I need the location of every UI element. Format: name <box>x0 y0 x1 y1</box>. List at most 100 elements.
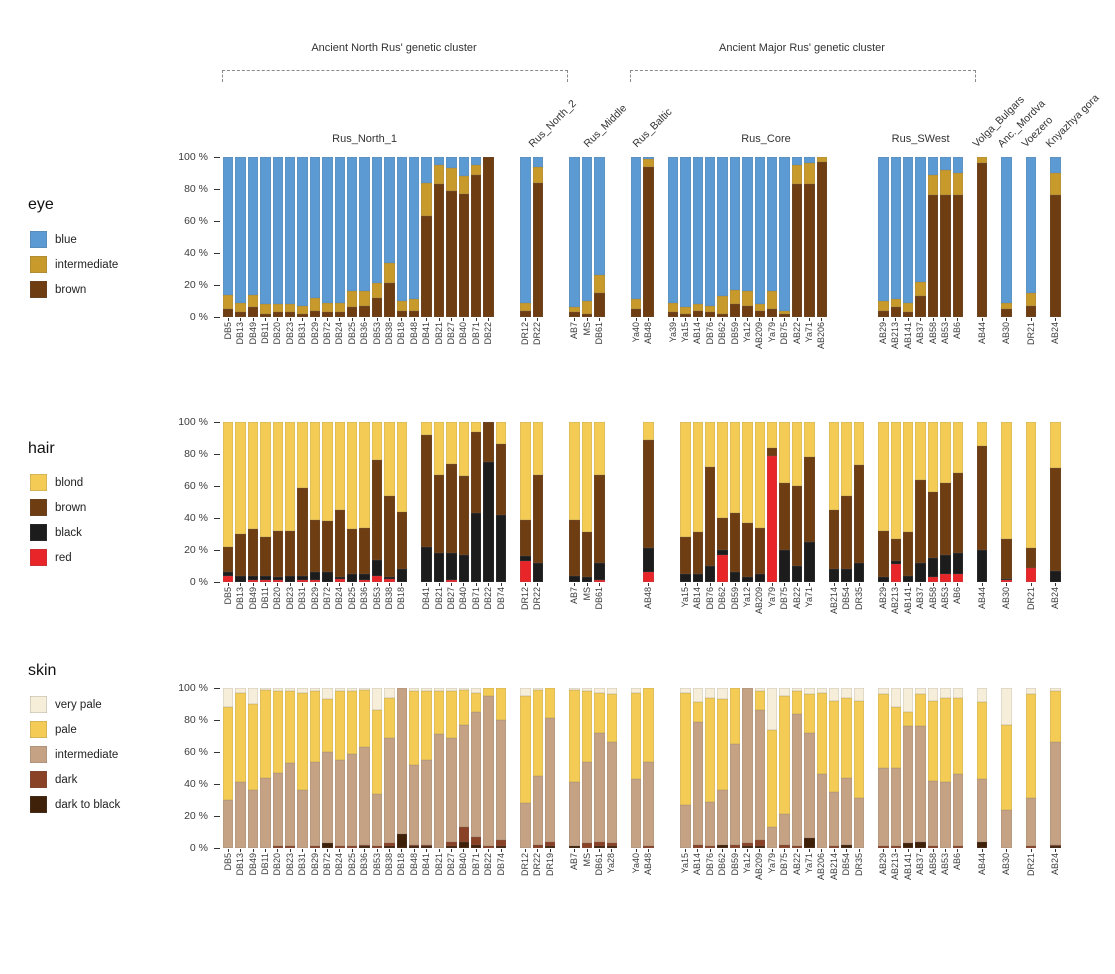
segment-very-pale <box>346 688 358 692</box>
segment-very-pale <box>408 688 420 692</box>
segment-pale <box>483 688 494 696</box>
x-tick-mark <box>821 318 823 321</box>
segment-black <box>235 575 246 582</box>
x-label-AB206: AB206 <box>816 853 827 881</box>
group-header-Rus_Middle: Rus_Middle <box>581 102 630 150</box>
x-tick-mark <box>771 318 773 321</box>
x-tick-mark <box>932 849 934 852</box>
segment-pale <box>804 694 815 733</box>
segment-intermediate <box>680 804 691 848</box>
segment-brown <box>470 431 482 514</box>
segment-intermediate <box>346 291 358 308</box>
x-tick-mark <box>227 849 229 852</box>
segment-very-pale <box>766 688 778 730</box>
segment-very-pale <box>458 688 470 690</box>
segment-pale <box>495 688 507 720</box>
x-label-AB14: AB14 <box>692 322 703 345</box>
x-label-DB41: DB41 <box>421 587 432 610</box>
x-label-DB24: DB24 <box>334 853 345 876</box>
legend-swatch-brown <box>30 499 47 516</box>
x-label-DB61: DB61 <box>593 587 604 610</box>
x-tick-mark <box>339 583 341 586</box>
x-tick-mark <box>364 583 366 586</box>
segment-red <box>272 580 284 582</box>
x-label-Ya71: Ya71 <box>803 853 814 874</box>
x-label-DR12: DR12 <box>519 853 530 877</box>
segment-red <box>222 575 234 582</box>
segment-blue <box>260 157 271 305</box>
x-label-AB58: AB58 <box>927 853 938 876</box>
x-label-DB38: DB38 <box>383 322 394 345</box>
x-label-DR35: DR35 <box>853 853 864 877</box>
y-tick-label: 0 % <box>189 311 208 323</box>
x-tick-mark <box>277 583 279 586</box>
segment-intermediate <box>359 747 370 845</box>
x-label-DB21: DB21 <box>433 587 444 610</box>
x-label-DB41: DB41 <box>421 322 432 345</box>
segment-blond <box>433 422 445 475</box>
segment-brown <box>1050 195 1061 317</box>
segment-blond <box>396 422 408 512</box>
x-label-AB22: AB22 <box>791 853 802 876</box>
segment-very-pale <box>532 688 544 690</box>
x-label-DB71: DB71 <box>470 853 481 876</box>
x-tick-mark <box>351 583 353 586</box>
x-label-DR22: DR22 <box>532 322 543 346</box>
segment-blond <box>692 422 704 533</box>
segment-pale <box>1001 724 1012 810</box>
segment-blue <box>247 157 259 295</box>
segment-intermediate <box>235 302 246 313</box>
x-label-DB21: DB21 <box>433 322 444 345</box>
segment-dark-to-black <box>458 841 470 848</box>
x-tick-mark <box>648 849 650 852</box>
segment-blond <box>766 422 778 448</box>
segment-very-pale <box>952 688 964 698</box>
x-label-DB27: DB27 <box>445 587 456 610</box>
segment-intermediate <box>371 283 383 298</box>
segment-dark-to-black <box>322 843 333 848</box>
segment-pale <box>520 696 531 804</box>
segment-pale <box>260 689 271 778</box>
x-tick-mark <box>635 849 637 852</box>
segment-intermediate <box>396 301 408 311</box>
x-tick-mark <box>697 318 699 321</box>
x-label-AB24: AB24 <box>1049 853 1060 876</box>
segment-brown <box>483 422 494 462</box>
segment-brown <box>421 216 432 317</box>
x-label-DB22: DB22 <box>483 322 494 345</box>
segment-black <box>458 554 470 582</box>
segment-brown <box>520 519 531 557</box>
segment-dark-to-black <box>408 846 420 848</box>
x-tick-mark <box>846 849 848 852</box>
legend-label-pale: pale <box>55 724 77 736</box>
segment-brown <box>532 182 544 317</box>
segment-blond <box>284 422 296 531</box>
segment-blond <box>976 422 988 446</box>
segment-intermediate <box>940 782 951 848</box>
legend-swatch-blue <box>30 231 47 248</box>
x-label-DB23: DB23 <box>284 853 295 876</box>
x-label-DB18: DB18 <box>396 587 407 610</box>
segment-dark-to-black <box>470 844 482 848</box>
segment-brown <box>643 166 654 317</box>
x-tick-mark <box>895 583 897 586</box>
x-label-AB48: AB48 <box>643 587 654 610</box>
segment-blond <box>680 422 691 538</box>
segment-very-pale <box>247 688 259 704</box>
segment-blond <box>581 422 593 533</box>
legend-label-blond: blond <box>55 477 84 489</box>
x-tick-mark <box>574 583 576 586</box>
segment-intermediate <box>643 158 654 167</box>
segment-black <box>495 514 507 582</box>
y-tick-mark <box>214 815 220 817</box>
x-tick-mark <box>1054 318 1056 321</box>
x-tick-mark <box>709 583 711 586</box>
x-label-AB53: AB53 <box>939 322 950 345</box>
segment-intermediate <box>272 772 284 847</box>
segment-blond <box>247 422 259 530</box>
segment-intermediate <box>346 753 358 847</box>
segment-very-pale <box>878 688 889 695</box>
segment-black <box>717 550 728 555</box>
segment-intermediate <box>284 304 296 313</box>
segment-brown <box>495 444 507 515</box>
